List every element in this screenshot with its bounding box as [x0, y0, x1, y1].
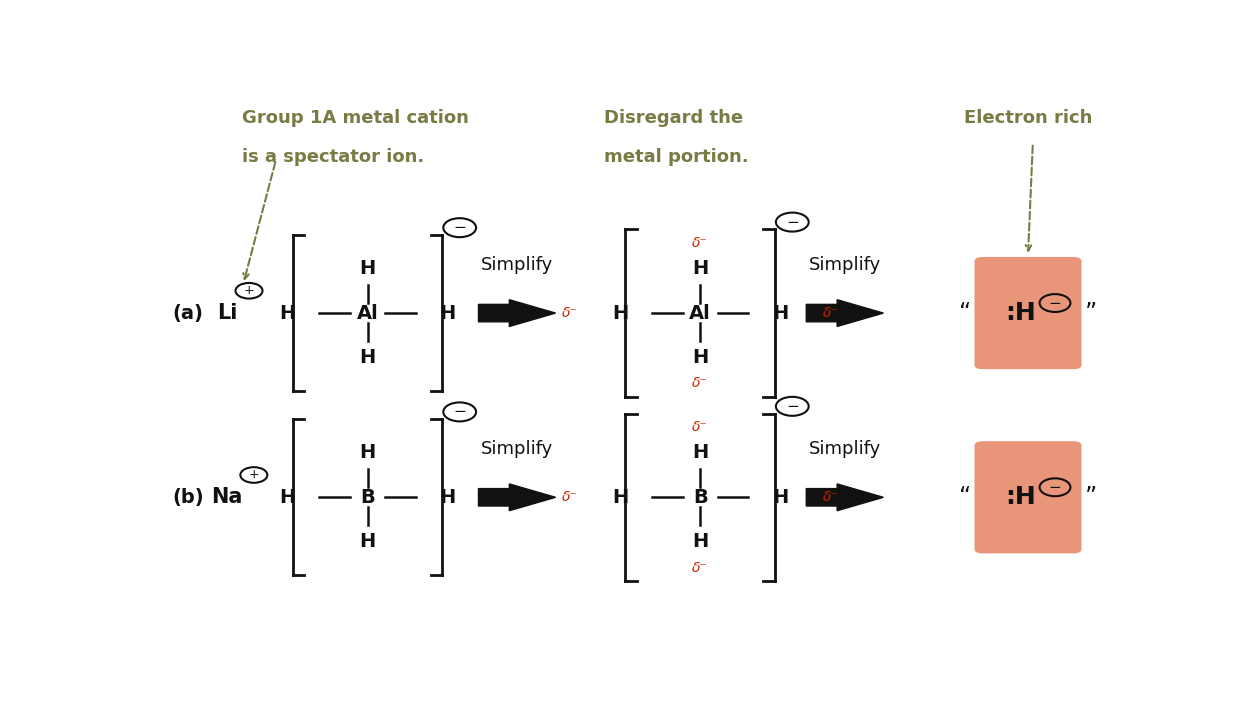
- Text: H: H: [360, 443, 376, 462]
- Text: Electron rich: Electron rich: [964, 109, 1092, 128]
- Text: Simplify: Simplify: [809, 440, 881, 458]
- Text: −: −: [1049, 480, 1061, 494]
- Text: H: H: [692, 532, 708, 552]
- Text: Simplify: Simplify: [481, 256, 554, 274]
- Text: ”: ”: [1085, 301, 1097, 325]
- Text: ”: ”: [1085, 485, 1097, 510]
- Text: Simplify: Simplify: [809, 256, 881, 274]
- Text: +: +: [249, 468, 259, 481]
- Polygon shape: [479, 484, 556, 510]
- Text: is a spectator ion.: is a spectator ion.: [243, 149, 424, 167]
- Text: H: H: [280, 304, 296, 323]
- Text: δ⁻: δ⁻: [822, 490, 838, 505]
- Text: δ⁻: δ⁻: [692, 420, 708, 434]
- Text: Al: Al: [357, 304, 378, 323]
- Text: H: H: [439, 304, 455, 323]
- Text: “: “: [959, 485, 972, 510]
- Text: δ⁻: δ⁻: [822, 306, 838, 320]
- Text: B: B: [361, 488, 374, 507]
- Text: −: −: [1049, 296, 1061, 310]
- Polygon shape: [806, 299, 883, 326]
- Text: +: +: [244, 284, 254, 297]
- Text: Disregard the: Disregard the: [603, 109, 743, 128]
- Text: Al: Al: [689, 304, 712, 323]
- Text: :H: :H: [1005, 301, 1036, 325]
- FancyBboxPatch shape: [974, 442, 1081, 553]
- Text: H: H: [280, 488, 296, 507]
- Text: δ⁻: δ⁻: [692, 560, 708, 575]
- Text: Li: Li: [218, 303, 238, 323]
- Text: H: H: [439, 488, 455, 507]
- Text: H: H: [360, 259, 376, 278]
- Text: H: H: [692, 259, 708, 278]
- Text: δ⁻: δ⁻: [692, 236, 708, 249]
- Text: H: H: [692, 443, 708, 462]
- Text: −: −: [786, 215, 799, 230]
- Text: “: “: [959, 301, 972, 325]
- Text: H: H: [773, 488, 789, 507]
- Text: H: H: [360, 532, 376, 552]
- Text: −: −: [453, 220, 466, 235]
- Text: H: H: [612, 304, 628, 323]
- Text: H: H: [773, 304, 789, 323]
- Polygon shape: [806, 484, 883, 510]
- Text: :H: :H: [1005, 485, 1036, 510]
- FancyBboxPatch shape: [974, 257, 1081, 369]
- Text: Group 1A metal cation: Group 1A metal cation: [243, 109, 469, 128]
- Text: H: H: [360, 348, 376, 368]
- Text: Simplify: Simplify: [481, 440, 554, 458]
- Text: (b): (b): [172, 488, 204, 507]
- Text: δ⁻: δ⁻: [562, 306, 578, 320]
- Text: B: B: [693, 488, 708, 507]
- Text: metal portion.: metal portion.: [603, 149, 749, 167]
- Text: δ⁻: δ⁻: [562, 490, 578, 505]
- Text: Na: Na: [211, 487, 243, 508]
- Text: −: −: [453, 405, 466, 419]
- Text: δ⁻: δ⁻: [692, 376, 708, 391]
- Polygon shape: [479, 299, 556, 326]
- Text: (a): (a): [172, 304, 203, 323]
- Text: H: H: [612, 488, 628, 507]
- Text: H: H: [692, 348, 708, 368]
- Text: −: −: [786, 399, 799, 414]
